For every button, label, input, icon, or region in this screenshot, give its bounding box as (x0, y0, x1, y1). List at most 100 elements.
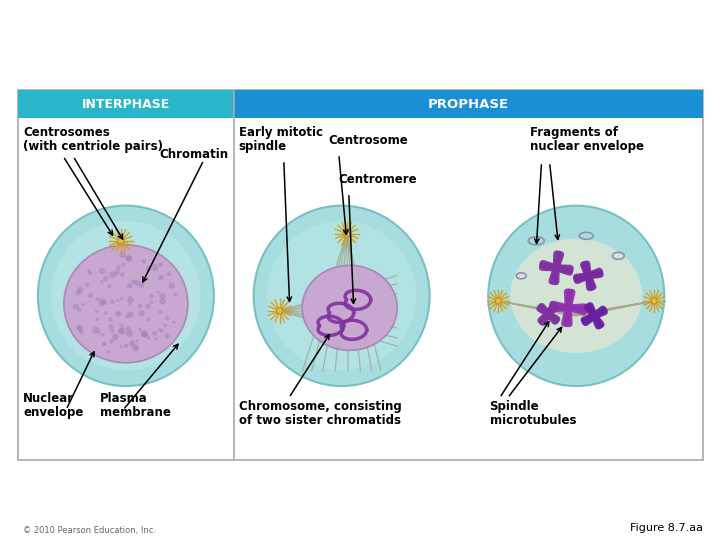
Text: spindle: spindle (239, 140, 287, 153)
Text: Centrosome: Centrosome (329, 134, 408, 147)
Circle shape (159, 293, 166, 299)
Circle shape (73, 303, 78, 309)
Circle shape (102, 333, 104, 336)
Text: (with centriole pairs): (with centriole pairs) (23, 140, 163, 153)
Bar (18, 90, 234, 118)
Circle shape (127, 283, 132, 289)
Circle shape (156, 291, 160, 294)
Circle shape (495, 298, 501, 304)
Text: Centromere: Centromere (339, 173, 418, 186)
Circle shape (77, 287, 84, 293)
Circle shape (115, 311, 121, 316)
Circle shape (140, 332, 146, 337)
Circle shape (97, 330, 101, 334)
Circle shape (99, 301, 104, 307)
Text: membrane: membrane (100, 406, 171, 419)
Circle shape (158, 275, 164, 281)
Circle shape (114, 269, 120, 275)
Circle shape (343, 231, 350, 237)
Circle shape (92, 327, 99, 333)
Circle shape (145, 303, 151, 309)
Bar (18, 90, 703, 460)
Circle shape (128, 302, 132, 306)
Circle shape (139, 310, 145, 316)
Circle shape (146, 318, 150, 321)
Circle shape (118, 328, 125, 334)
Circle shape (120, 345, 122, 348)
Ellipse shape (51, 221, 201, 370)
Circle shape (116, 266, 120, 270)
Circle shape (159, 328, 163, 333)
Circle shape (99, 268, 105, 274)
Circle shape (96, 297, 100, 301)
Circle shape (149, 294, 153, 299)
Circle shape (142, 259, 146, 264)
Circle shape (129, 343, 132, 346)
Ellipse shape (38, 206, 214, 386)
Circle shape (76, 325, 83, 332)
Circle shape (153, 330, 158, 336)
Circle shape (117, 312, 120, 315)
Circle shape (141, 330, 148, 337)
Text: Spindle: Spindle (490, 400, 539, 413)
Circle shape (652, 298, 657, 304)
Ellipse shape (253, 206, 430, 386)
Circle shape (134, 280, 140, 286)
Circle shape (158, 310, 163, 314)
Ellipse shape (267, 221, 416, 370)
Circle shape (116, 299, 119, 302)
Circle shape (127, 312, 133, 318)
Circle shape (95, 309, 99, 313)
Circle shape (100, 280, 104, 284)
Circle shape (158, 262, 163, 267)
Circle shape (146, 266, 152, 272)
Circle shape (120, 323, 124, 328)
Text: Chromosome, consisting: Chromosome, consisting (239, 400, 402, 413)
Circle shape (132, 344, 139, 351)
Circle shape (174, 293, 177, 296)
Circle shape (158, 328, 161, 331)
Text: Fragments of: Fragments of (529, 126, 618, 139)
Circle shape (111, 329, 114, 333)
Circle shape (138, 282, 144, 288)
Circle shape (109, 324, 114, 329)
Circle shape (76, 325, 81, 329)
Circle shape (107, 350, 110, 354)
Circle shape (154, 338, 157, 341)
Ellipse shape (510, 239, 642, 353)
Circle shape (124, 343, 128, 348)
Circle shape (102, 300, 107, 305)
Text: Centrosomes: Centrosomes (23, 126, 109, 139)
Circle shape (164, 333, 170, 339)
Circle shape (112, 334, 118, 340)
Text: Nuclear: Nuclear (23, 392, 74, 405)
Ellipse shape (64, 245, 188, 363)
Circle shape (99, 298, 105, 305)
Text: envelope: envelope (23, 406, 84, 419)
Circle shape (79, 329, 84, 334)
Circle shape (76, 291, 81, 295)
Circle shape (120, 272, 125, 277)
Circle shape (166, 272, 171, 276)
Circle shape (143, 333, 148, 338)
Circle shape (172, 320, 176, 323)
Circle shape (96, 318, 99, 321)
Text: Plasma: Plasma (100, 392, 148, 405)
Circle shape (89, 293, 93, 298)
Text: Chromatin: Chromatin (160, 148, 229, 161)
Text: nuclear envelope: nuclear envelope (529, 140, 644, 153)
Text: microtubules: microtubules (490, 414, 576, 427)
Text: © 2010 Pearson Education, Inc.: © 2010 Pearson Education, Inc. (23, 525, 156, 535)
Circle shape (77, 307, 81, 312)
Circle shape (165, 316, 169, 320)
Text: INTERPHASE: INTERPHASE (82, 98, 170, 111)
Circle shape (118, 238, 124, 244)
Circle shape (147, 336, 150, 340)
Text: of two sister chromatids: of two sister chromatids (239, 414, 401, 427)
Circle shape (152, 264, 158, 271)
Circle shape (103, 276, 108, 281)
Circle shape (88, 271, 92, 275)
Text: Early mitotic: Early mitotic (239, 126, 323, 139)
Circle shape (168, 282, 175, 289)
Circle shape (131, 279, 136, 284)
